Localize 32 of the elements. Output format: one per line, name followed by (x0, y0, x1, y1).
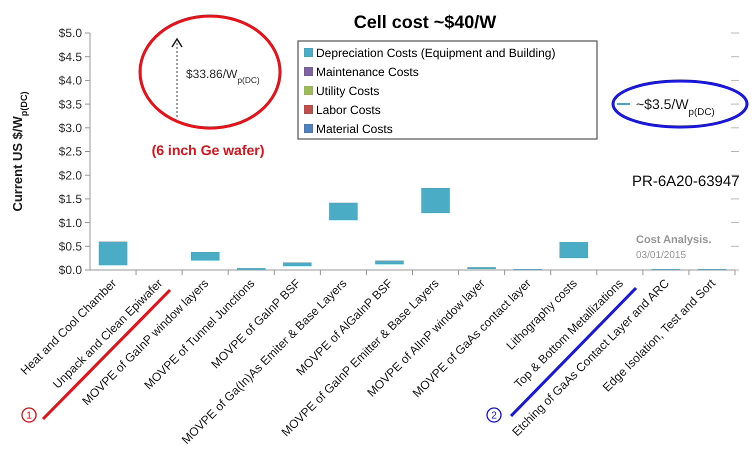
y-tick-label: $1.5 (58, 192, 82, 206)
y-tick-label: $0.5 (58, 240, 82, 254)
y-tick-label: $3.0 (58, 121, 82, 135)
y-tick-label: $1.0 (58, 216, 82, 230)
bar (190, 252, 220, 261)
annotation: ~$3.5/W$_{p(DC)}$ (636, 96, 715, 118)
text: 1 (26, 410, 32, 422)
annotation: PR-6A20-63947 (632, 173, 740, 190)
y-tick-label: $2.5 (58, 144, 82, 159)
annotation: $33.86/W$_{p(DC)}$ (186, 67, 260, 85)
annotation: 03/01/2015 (636, 250, 686, 261)
legend-label: Utility Costs (316, 84, 380, 98)
y-tick-label: $0.0 (58, 263, 82, 278)
legend-label: Depreciation Costs (Equipment and Building) (316, 46, 556, 60)
text: 2 (491, 410, 498, 422)
legend-label: Maintenance Costs (316, 65, 419, 80)
bar (421, 188, 450, 214)
legend-label: Labor Costs (316, 103, 381, 118)
bar (329, 202, 358, 220)
y-tick-label: $4.0 (58, 74, 82, 88)
y-tick-label: $4.5 (58, 50, 82, 64)
y-tick-label: $5.0 (58, 26, 82, 40)
bar (98, 242, 128, 266)
legend-label: Material Costs (316, 122, 393, 136)
bar (283, 262, 312, 266)
annotation: Cost Analysis. (636, 234, 712, 246)
chart-title: Cell cost ~$40/W (354, 12, 496, 32)
annotation: (6 inch Ge wafer) (152, 142, 264, 158)
bar (375, 260, 404, 264)
y-tick-label: $3.5 (58, 97, 82, 112)
y-tick-label: $2.0 (58, 168, 82, 182)
bar (559, 242, 588, 258)
